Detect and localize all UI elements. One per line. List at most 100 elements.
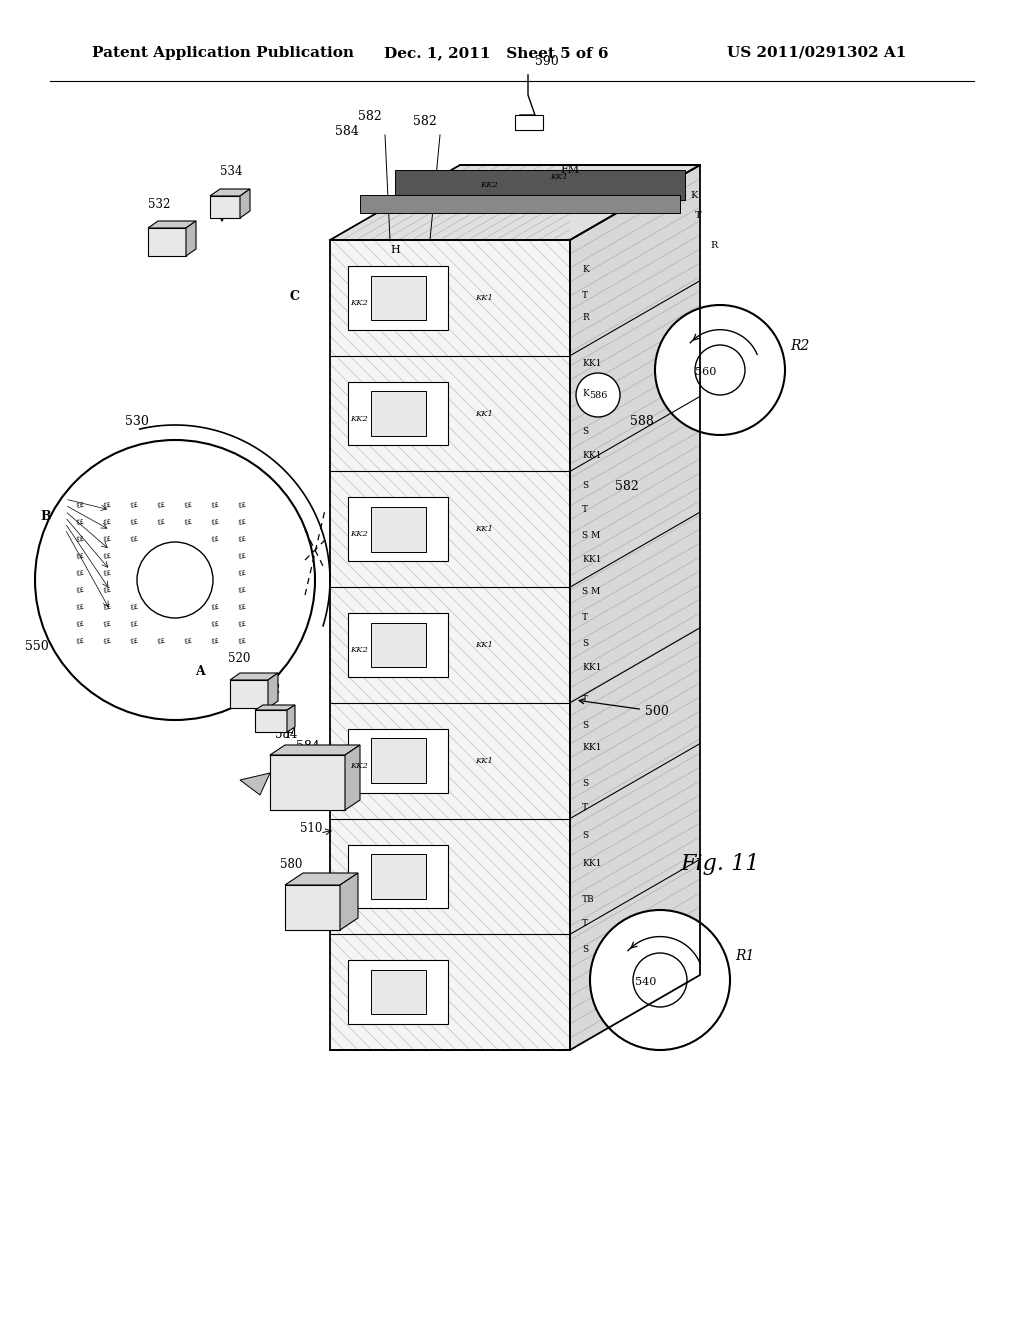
Text: KK2: KK2 — [350, 298, 368, 306]
Text: Ɛ£: Ɛ£ — [129, 620, 138, 628]
Text: Ɛ£: Ɛ£ — [210, 502, 220, 508]
Polygon shape — [268, 673, 278, 708]
Text: 534: 534 — [220, 165, 243, 178]
Text: Ɛ£: Ɛ£ — [210, 620, 220, 628]
Bar — [348, 961, 449, 1024]
Text: 590: 590 — [535, 55, 559, 69]
Text: S: S — [582, 832, 588, 841]
Text: R1: R1 — [735, 949, 755, 964]
Text: Ɛ£: Ɛ£ — [157, 638, 166, 644]
Circle shape — [655, 305, 785, 436]
Circle shape — [35, 440, 315, 719]
Text: Fig. 11: Fig. 11 — [680, 853, 760, 875]
Text: Ɛ£: Ɛ£ — [238, 569, 247, 577]
Bar — [210, 195, 240, 218]
Text: 500: 500 — [580, 698, 669, 718]
Text: K: K — [582, 265, 589, 275]
Text: Ɛ£: Ɛ£ — [102, 638, 112, 644]
Text: KK1: KK1 — [582, 359, 601, 367]
Polygon shape — [395, 170, 685, 201]
Bar — [270, 755, 345, 810]
Text: Ɛ£: Ɛ£ — [210, 603, 220, 611]
Text: Ɛ£: Ɛ£ — [76, 502, 85, 508]
Bar — [371, 276, 426, 321]
Text: Ɛ£: Ɛ£ — [183, 638, 193, 644]
Polygon shape — [270, 748, 310, 767]
Text: Ɛ£: Ɛ£ — [210, 638, 220, 644]
Text: S M: S M — [582, 587, 600, 597]
Bar — [371, 738, 426, 783]
Text: 582: 582 — [358, 110, 382, 123]
Text: 520: 520 — [228, 652, 251, 665]
Circle shape — [137, 543, 213, 618]
Text: Ɛ£: Ɛ£ — [102, 620, 112, 628]
Text: Ɛ£: Ɛ£ — [102, 569, 112, 577]
Text: Ɛ£: Ɛ£ — [102, 536, 112, 543]
Text: B: B — [40, 510, 50, 523]
Polygon shape — [240, 774, 270, 795]
Text: Ɛ£: Ɛ£ — [157, 519, 166, 525]
Circle shape — [695, 345, 745, 395]
Text: Patent Application Publication: Patent Application Publication — [92, 46, 354, 59]
Text: Ɛ£: Ɛ£ — [76, 586, 85, 594]
Text: Ɛ£: Ɛ£ — [76, 620, 85, 628]
Text: Ɛ£: Ɛ£ — [76, 603, 85, 611]
Text: F: F — [285, 729, 294, 741]
Polygon shape — [240, 189, 250, 218]
Bar — [515, 115, 543, 129]
Bar — [348, 381, 449, 445]
Text: S: S — [582, 721, 588, 730]
Text: S: S — [582, 945, 588, 954]
Circle shape — [590, 909, 730, 1049]
Text: Ɛ£: Ɛ£ — [238, 519, 247, 525]
Text: KK1: KK1 — [582, 743, 601, 752]
Text: T: T — [582, 804, 588, 813]
Text: 522: 522 — [258, 682, 281, 696]
Bar — [148, 228, 186, 256]
Text: S: S — [582, 639, 588, 648]
Text: Ɛ£: Ɛ£ — [76, 519, 85, 525]
Text: KK1: KK1 — [582, 663, 601, 672]
Text: KK2: KK2 — [350, 762, 368, 770]
Polygon shape — [330, 240, 570, 1049]
Bar — [348, 845, 449, 908]
Polygon shape — [287, 705, 295, 733]
Polygon shape — [340, 873, 358, 931]
Circle shape — [575, 374, 620, 417]
Polygon shape — [270, 744, 360, 755]
Text: Ɛ£: Ɛ£ — [102, 552, 112, 560]
Polygon shape — [186, 220, 196, 256]
Text: Ɛ£: Ɛ£ — [238, 536, 247, 543]
Text: Ɛ£: Ɛ£ — [238, 586, 247, 594]
Text: 540: 540 — [635, 977, 656, 987]
Text: 582: 582 — [413, 115, 437, 128]
Text: Ɛ£: Ɛ£ — [129, 638, 138, 644]
Text: KK1: KK1 — [582, 450, 601, 459]
Text: Ɛ£: Ɛ£ — [210, 536, 220, 543]
Bar — [255, 710, 287, 733]
Polygon shape — [360, 195, 680, 213]
Text: KK2: KK2 — [350, 531, 368, 539]
Text: Ɛ£: Ɛ£ — [210, 519, 220, 525]
Text: KK1: KK1 — [475, 642, 493, 649]
Bar — [371, 391, 426, 436]
Text: FM: FM — [560, 165, 580, 176]
Text: T: T — [582, 290, 588, 300]
Text: 584: 584 — [335, 125, 358, 139]
Text: Ɛ£: Ɛ£ — [238, 620, 247, 628]
Bar — [348, 498, 449, 561]
Text: Ɛ£: Ɛ£ — [129, 536, 138, 543]
Polygon shape — [230, 673, 278, 680]
Text: Ɛ£: Ɛ£ — [76, 552, 85, 560]
Text: KK1: KK1 — [475, 525, 493, 533]
Polygon shape — [570, 165, 700, 1049]
Text: KK1: KK1 — [475, 409, 493, 417]
Text: 588: 588 — [630, 414, 654, 428]
Bar — [371, 507, 426, 552]
Text: Ɛ£: Ɛ£ — [76, 638, 85, 644]
Text: 510: 510 — [300, 822, 323, 836]
Polygon shape — [330, 165, 700, 240]
Text: 560: 560 — [695, 367, 717, 378]
Text: R: R — [710, 240, 718, 249]
Text: Ɛ£: Ɛ£ — [157, 502, 166, 508]
